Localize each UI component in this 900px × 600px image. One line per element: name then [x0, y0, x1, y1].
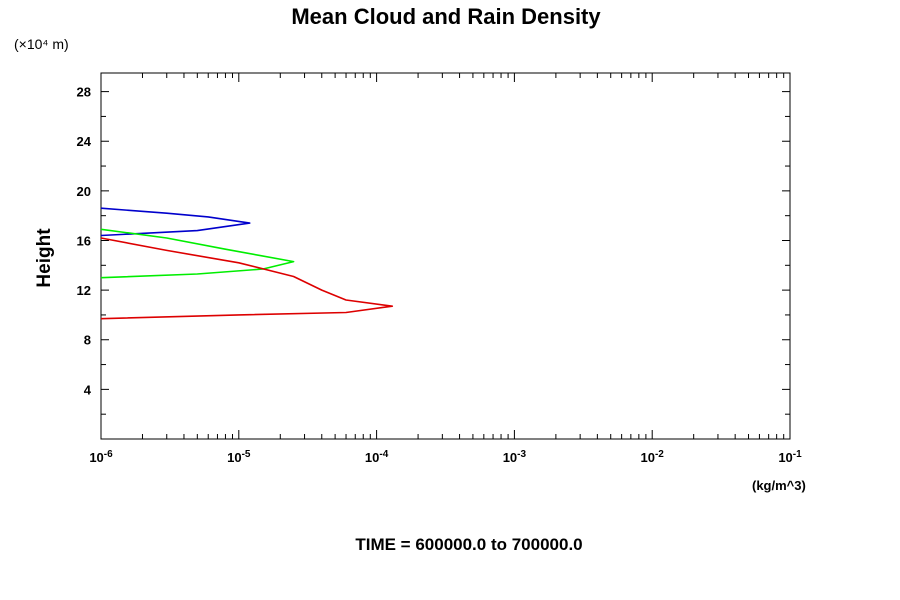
- y-tick-label: 12: [77, 283, 91, 298]
- y-axis-label: Height: [34, 228, 55, 288]
- x-tick-label: 10-5: [227, 449, 251, 465]
- y-tick-label: 8: [84, 333, 91, 348]
- chart-title: Mean Cloud and Rain Density: [291, 4, 601, 29]
- x-tick-label: 10-4: [365, 449, 389, 465]
- x-tick-label: 10-1: [778, 449, 802, 465]
- series-line: [100, 237, 394, 320]
- x-axis-unit-label: (kg/m^3): [752, 478, 806, 493]
- time-footer: TIME = 600000.0 to 700000.0: [355, 535, 582, 554]
- y-tick-label: 24: [77, 134, 92, 149]
- series-line: [100, 207, 251, 237]
- y-tick-label: 28: [77, 85, 91, 100]
- y-tick-label: 20: [77, 184, 91, 199]
- x-tick-label: 10-6: [89, 449, 113, 465]
- x-tick-label: 10-3: [503, 449, 527, 465]
- y-scale-note: (×10⁴ m): [14, 36, 69, 52]
- y-tick-label: 4: [84, 382, 92, 397]
- plot-frame: [100, 72, 791, 440]
- y-tick-label: 16: [77, 233, 91, 248]
- series-line: [100, 228, 295, 279]
- x-tick-label: 10-2: [641, 449, 665, 465]
